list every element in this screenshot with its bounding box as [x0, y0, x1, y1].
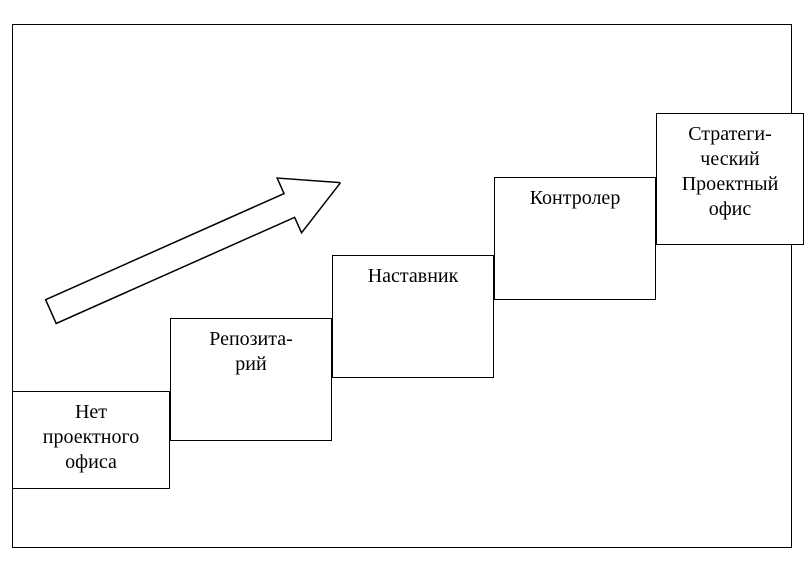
box-label: Репозита- рий — [209, 327, 293, 377]
box-label: Нет проектного офиса — [43, 400, 139, 475]
diagram-canvas: Нет проектного офиса Репозита- рий Наста… — [0, 0, 806, 561]
box-label: Контролер — [530, 186, 621, 211]
box-mentor: Наставник — [332, 255, 494, 378]
box-label: Стратеги- ческий Проектный офис — [682, 122, 779, 222]
box-controller: Контролер — [494, 177, 656, 300]
box-label: Наставник — [368, 264, 459, 289]
box-strategic: Стратеги- ческий Проектный офис — [656, 113, 804, 245]
box-none: Нет проектного офиса — [12, 391, 170, 489]
box-repository: Репозита- рий — [170, 318, 332, 441]
